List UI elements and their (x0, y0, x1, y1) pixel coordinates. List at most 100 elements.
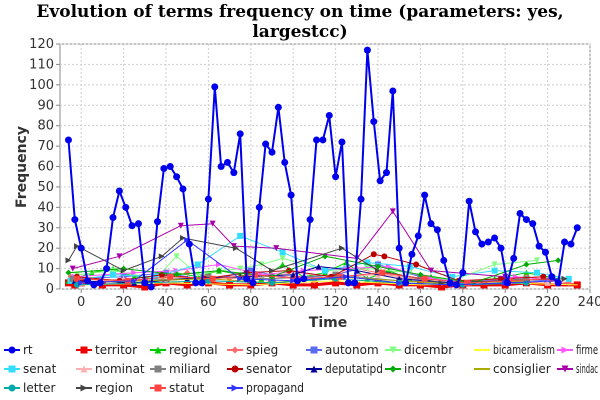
data-point-firme (216, 261, 222, 268)
legend-label: spieg (246, 343, 278, 357)
legend-item-rt: rt (4, 343, 33, 357)
x-tick-label: 240 (578, 295, 600, 310)
y-tick-label: 70 (37, 139, 54, 154)
legend-swatch-marker (8, 384, 16, 392)
legend-label: senator (246, 362, 292, 376)
data-point-propagand (343, 273, 350, 280)
y-ticks: 0 10 20 30 40 50 60 70 80 90 100 110 120 (29, 37, 60, 297)
data-point-sindac (116, 253, 123, 260)
legend-item-senat: senat (4, 362, 57, 376)
y-tick-label: 110 (29, 57, 54, 72)
x-tick-label: 200 (493, 295, 518, 310)
data-point-rt (122, 203, 130, 211)
legend-item-statut: statut (150, 381, 205, 395)
chart-title-line-2: largestcc) (252, 22, 347, 42)
data-point-statut (73, 275, 80, 282)
data-point-firme (131, 269, 138, 276)
data-point-incontr (375, 263, 381, 270)
data-point-rt (370, 118, 378, 126)
legend-swatch-marker (561, 365, 569, 373)
legend-swatch-marker (8, 346, 16, 354)
data-point-rt (510, 254, 518, 262)
data-point-miliard (523, 275, 530, 282)
data-point-rt (103, 265, 111, 273)
legend-item-senator: senator (227, 362, 292, 376)
x-tick-label: 80 (243, 295, 260, 310)
legend-swatch-marker (389, 365, 397, 373)
data-point-rt (173, 173, 181, 181)
series-senat (67, 232, 572, 284)
legend-item-dicembr: dicembr (385, 343, 453, 357)
legend-item-miliard: miliard (150, 362, 210, 376)
data-point-territor (183, 281, 191, 289)
legend-label: territor (95, 343, 137, 357)
data-point-region (232, 245, 239, 252)
data-point-region (375, 267, 381, 274)
legend-label: region (95, 381, 133, 395)
data-point-territor (120, 281, 128, 289)
data-point-senat (364, 259, 371, 266)
data-point-rt (306, 216, 314, 224)
data-point-region (73, 243, 80, 250)
data-point-bicameralism (576, 284, 578, 286)
legend-label: deputatipd (325, 362, 383, 376)
data-point-dicembr (279, 255, 286, 262)
legend-label: firme (576, 343, 598, 357)
data-point-territor (141, 283, 149, 291)
data-point-incontr (65, 269, 72, 276)
legend-label: autonom (325, 343, 379, 357)
data-point-statut (421, 275, 428, 282)
data-point-rt (465, 197, 473, 205)
data-point-dicembr (173, 253, 180, 260)
data-point-rt (255, 203, 263, 211)
legend-item-regional: regional (150, 343, 218, 357)
data-point-dicembr (534, 257, 540, 264)
legend-label: dicembr (404, 343, 453, 357)
x-tick-label: 100 (281, 295, 306, 310)
y-tick-label: 10 (37, 262, 54, 277)
legend-label: propagand (246, 381, 304, 395)
legend-item-deputatipd: deputatipd (306, 362, 383, 376)
data-point-territor (289, 281, 297, 289)
data-point-region (158, 253, 165, 260)
data-point-dicembr (237, 265, 244, 272)
legend-item-letter: letter (4, 381, 56, 395)
legend-label: sindac (576, 362, 598, 376)
x-ticks: 0 20 40 60 80 100 120 140 160 180 200 220 240 (77, 289, 600, 310)
legend-swatch-marker (8, 365, 16, 373)
data-point-sindac (69, 265, 76, 272)
data-point-miliard (69, 275, 76, 282)
data-point-rt (433, 226, 441, 234)
legend-label: incontr (404, 362, 446, 376)
data-point-senat (152, 273, 159, 280)
data-point-rt (573, 224, 581, 232)
data-point-rt (166, 163, 174, 170)
data-point-propagand (78, 279, 85, 286)
data-point-rt (548, 273, 556, 281)
data-point-senat (110, 271, 116, 278)
legend-label: rt (23, 343, 33, 357)
data-point-sindac (389, 208, 396, 215)
x-tick-label: 120 (323, 295, 348, 310)
y-tick-label: 50 (37, 180, 54, 195)
data-point-rt (141, 279, 149, 287)
data-point-rt (452, 281, 460, 289)
legend-item-incontr: incontr (385, 362, 446, 376)
data-point-miliard (205, 273, 212, 280)
data-point-territor (480, 281, 488, 289)
data-point-rt (90, 281, 98, 289)
data-point-rt (217, 163, 225, 170)
data-point-statut (252, 271, 259, 278)
legend-swatch-marker (154, 384, 162, 392)
series-line-propagand (81, 239, 559, 286)
data-point-rt (440, 256, 448, 264)
data-point-rt (230, 169, 238, 177)
legend-label: bicameralism (493, 343, 555, 357)
data-point-propagand (290, 277, 297, 284)
data-point-sindac (428, 267, 434, 274)
data-point-rt (402, 279, 410, 287)
legend-swatch-marker (231, 384, 239, 392)
legend-swatch-marker (80, 384, 88, 392)
data-point-rt (332, 173, 340, 181)
data-point-rt (211, 83, 219, 91)
